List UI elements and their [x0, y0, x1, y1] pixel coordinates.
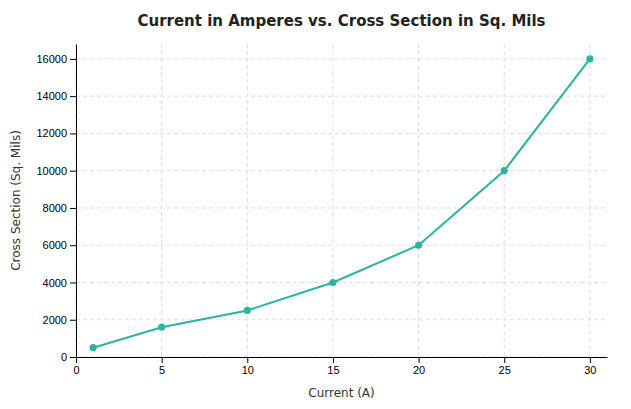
tick: 25 [499, 357, 511, 376]
tick-mark [504, 357, 505, 363]
grid-line [76, 96, 607, 97]
x-axis: 0 5 10 15 20 25 30 [73, 357, 607, 376]
tick: 20 [413, 357, 425, 376]
tick-label: 6000 [43, 239, 67, 251]
tick-label: 0 [73, 364, 79, 376]
tick-mark [590, 357, 591, 363]
tick-mark [70, 357, 76, 358]
point [329, 279, 336, 286]
x-axis-title: Current (A) [308, 386, 374, 400]
tick: 15 [327, 357, 339, 376]
tick: 4000 [43, 276, 76, 288]
tick-mark [70, 59, 76, 60]
tick-mark [70, 208, 76, 209]
grid-line [76, 58, 607, 59]
tick: 14000 [36, 90, 76, 102]
tick-label: 12000 [36, 127, 67, 139]
grid [76, 44, 607, 357]
chart: 0 5 10 15 20 25 30 0 2000 4000 6000 8000 10000 12000 1… [0, 0, 631, 409]
tick-label: 8000 [43, 202, 67, 214]
axis-line [77, 357, 608, 358]
grid-line [76, 170, 607, 171]
grid-line [76, 245, 607, 246]
tick-mark [76, 357, 77, 363]
tick-mark [70, 96, 76, 97]
tick-label: 10000 [36, 165, 67, 177]
tick-label: 16000 [36, 53, 67, 65]
tick-mark [70, 320, 76, 321]
line [93, 59, 590, 348]
grid-line [76, 207, 607, 208]
tick-mark [70, 133, 76, 134]
tick: 0 [61, 351, 76, 363]
tick-mark [162, 357, 163, 363]
plot-area: 0 5 10 15 20 25 30 0 2000 4000 6000 8000 10000 12000 1… [36, 44, 607, 376]
tick-label: 14000 [36, 90, 67, 102]
tick-mark [333, 357, 334, 363]
tick: 6000 [43, 239, 76, 251]
tick-label: 0 [61, 351, 67, 363]
tick-label: 10 [242, 364, 254, 376]
tick-label: 4000 [43, 276, 67, 288]
tick: 30 [584, 357, 596, 376]
point [415, 242, 422, 249]
tick: 16000 [36, 53, 76, 65]
tick-label: 15 [327, 364, 339, 376]
grid-line [76, 357, 607, 358]
tick-label: 2000 [43, 314, 67, 326]
point [158, 324, 165, 331]
grid-line [76, 319, 607, 320]
grid-line [418, 44, 419, 357]
tick-mark [247, 357, 248, 363]
axis-line [76, 45, 77, 358]
tick-mark [70, 282, 76, 283]
tick-label: 20 [413, 364, 425, 376]
grid-line [76, 44, 77, 357]
tick-label: 5 [159, 364, 165, 376]
point [244, 307, 251, 314]
grid-line [76, 282, 607, 283]
y-axis: 0 2000 4000 6000 8000 10000 12000 14000 16000 [36, 45, 76, 364]
tick: 8000 [43, 202, 76, 214]
tick: 10 [242, 357, 254, 376]
tick: 2000 [43, 314, 76, 326]
y-axis-title: Cross Section (Sq. Mils) [9, 130, 23, 271]
tick: 5 [159, 357, 165, 376]
tick-mark [70, 171, 76, 172]
grid-line [589, 44, 590, 357]
point [90, 344, 97, 351]
series [90, 55, 594, 351]
tick-mark [419, 357, 420, 363]
tick: 0 [73, 357, 79, 376]
grid-line [161, 44, 162, 357]
point [501, 167, 508, 174]
title: Current in Amperes vs. Cross Section in … [137, 12, 545, 30]
grid-line [332, 44, 333, 357]
tick: 12000 [36, 127, 76, 139]
tick-mark [70, 245, 76, 246]
point [586, 55, 593, 62]
tick: 10000 [36, 165, 76, 177]
tick-label: 30 [584, 364, 596, 376]
tick-label: 25 [499, 364, 511, 376]
grid-line [504, 44, 505, 357]
grid-line [76, 133, 607, 134]
